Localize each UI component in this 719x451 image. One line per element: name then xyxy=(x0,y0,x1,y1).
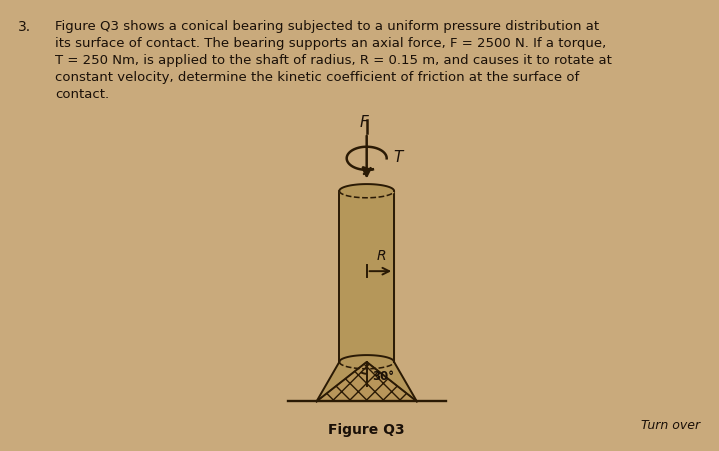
Polygon shape xyxy=(316,362,417,401)
Polygon shape xyxy=(316,362,417,401)
Polygon shape xyxy=(339,184,394,198)
Text: constant velocity, determine the kinetic coefficient of friction at the surface : constant velocity, determine the kinetic… xyxy=(55,71,580,84)
Text: T: T xyxy=(393,150,403,165)
Text: Figure Q3 shows a conical bearing subjected to a uniform pressure distribution a: Figure Q3 shows a conical bearing subjec… xyxy=(55,20,599,33)
Text: Figure Q3: Figure Q3 xyxy=(329,423,405,437)
Text: Turn over: Turn over xyxy=(641,419,700,432)
Text: R: R xyxy=(377,249,387,263)
Text: F: F xyxy=(360,115,368,129)
Text: contact.: contact. xyxy=(55,88,109,101)
Text: 30°: 30° xyxy=(372,370,394,383)
Polygon shape xyxy=(339,191,394,362)
Text: 3.: 3. xyxy=(18,20,31,34)
Text: T = 250 Nm, is applied to the shaft of radius, R = 0.15 m, and causes it to rota: T = 250 Nm, is applied to the shaft of r… xyxy=(55,54,612,67)
Text: its surface of contact. The bearing supports an axial force, F = 2500 N. If a to: its surface of contact. The bearing supp… xyxy=(55,37,606,50)
